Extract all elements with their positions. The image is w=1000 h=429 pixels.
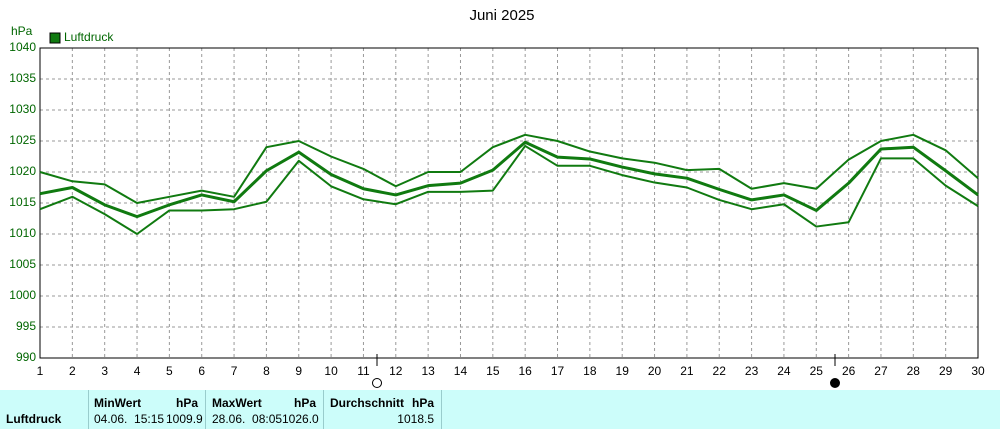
x-tick-label: 25: [810, 364, 824, 378]
summary-table: Luftdruck MinWert hPa 04.06. 15:15 1009.…: [0, 390, 1000, 429]
max-time: 28.06. 08:05: [212, 412, 283, 426]
x-tick-label: 9: [295, 364, 302, 378]
y-tick-label: 995: [16, 319, 36, 333]
x-tick-label: 27: [874, 364, 888, 378]
min-value: 1009.9: [166, 412, 203, 426]
legend-label: Luftdruck: [64, 30, 114, 44]
max-title: MaxWert: [212, 396, 262, 410]
x-tick-label: 11: [357, 364, 370, 378]
chart-title: Juni 2025: [469, 7, 534, 24]
row-label: Luftdruck: [6, 412, 62, 426]
y-axis-label: hPa: [11, 24, 33, 38]
x-tick-label: 28: [907, 364, 921, 378]
line: [39, 140, 979, 219]
x-tick-label: 18: [583, 364, 597, 378]
x-tick-label: 10: [324, 364, 338, 378]
y-tick-label: 1020: [9, 164, 36, 178]
y-tick-label: 990: [16, 350, 36, 364]
separator: [441, 390, 442, 429]
y-tick-label: 1005: [9, 257, 36, 271]
x-tick-label: 20: [648, 364, 662, 378]
x-tick-label: 21: [680, 364, 694, 378]
line: [39, 144, 979, 235]
moon-icon: [372, 378, 382, 388]
x-tick-label: 29: [939, 364, 953, 378]
x-tick-label: 13: [421, 364, 435, 378]
x-tick-label: 3: [101, 364, 108, 378]
min-title: MinWert: [94, 396, 142, 410]
plot-border: [39, 47, 979, 359]
x-tick-label: 16: [518, 364, 532, 378]
avg-title: Durchschnitt: [330, 396, 405, 410]
x-tick-label: 14: [454, 364, 468, 378]
separator: [205, 390, 206, 429]
x-tick-label: 8: [263, 364, 270, 378]
x-tick-label: 4: [134, 364, 141, 378]
moon-icon: [830, 378, 840, 388]
x-tick-label: 12: [389, 364, 403, 378]
max-value: 1026.0: [282, 412, 319, 426]
x-tick-label: 22: [713, 364, 727, 378]
x-tick-label: 7: [231, 364, 238, 378]
x-tick-label: 5: [166, 364, 173, 378]
y-tick-label: 1025: [9, 133, 36, 147]
x-tick-label: 2: [69, 364, 76, 378]
x-tick-label: 19: [616, 364, 630, 378]
x-tick-label: 15: [486, 364, 500, 378]
separator: [88, 390, 89, 429]
y-tick-label: 1000: [9, 288, 36, 302]
legend-swatch: [49, 32, 61, 44]
y-tick-label: 1030: [9, 102, 36, 116]
y-tick-label: 1040: [9, 40, 36, 54]
x-tick-label: 23: [745, 364, 759, 378]
y-tick-label: 1010: [9, 226, 36, 240]
x-tick-label: 26: [842, 364, 856, 378]
chart: Juni 2025 hPa 99099510001005101010151020…: [9, 7, 985, 388]
y-tick-label: 1015: [9, 195, 36, 209]
x-tick-label: 17: [551, 364, 565, 378]
x-tick-label: 6: [198, 364, 205, 378]
max-unit: hPa: [294, 396, 317, 410]
avg-unit: hPa: [412, 396, 435, 410]
separator: [323, 390, 324, 429]
x-tick-label: 1: [37, 364, 44, 378]
line: [39, 133, 979, 204]
x-tick-label: 30: [971, 364, 985, 378]
min-unit: hPa: [176, 396, 199, 410]
x-tick-label: 24: [777, 364, 791, 378]
min-time: 04.06. 15:15: [94, 412, 165, 426]
avg-value: 1018.5: [397, 412, 434, 426]
y-tick-label: 1035: [9, 71, 36, 85]
